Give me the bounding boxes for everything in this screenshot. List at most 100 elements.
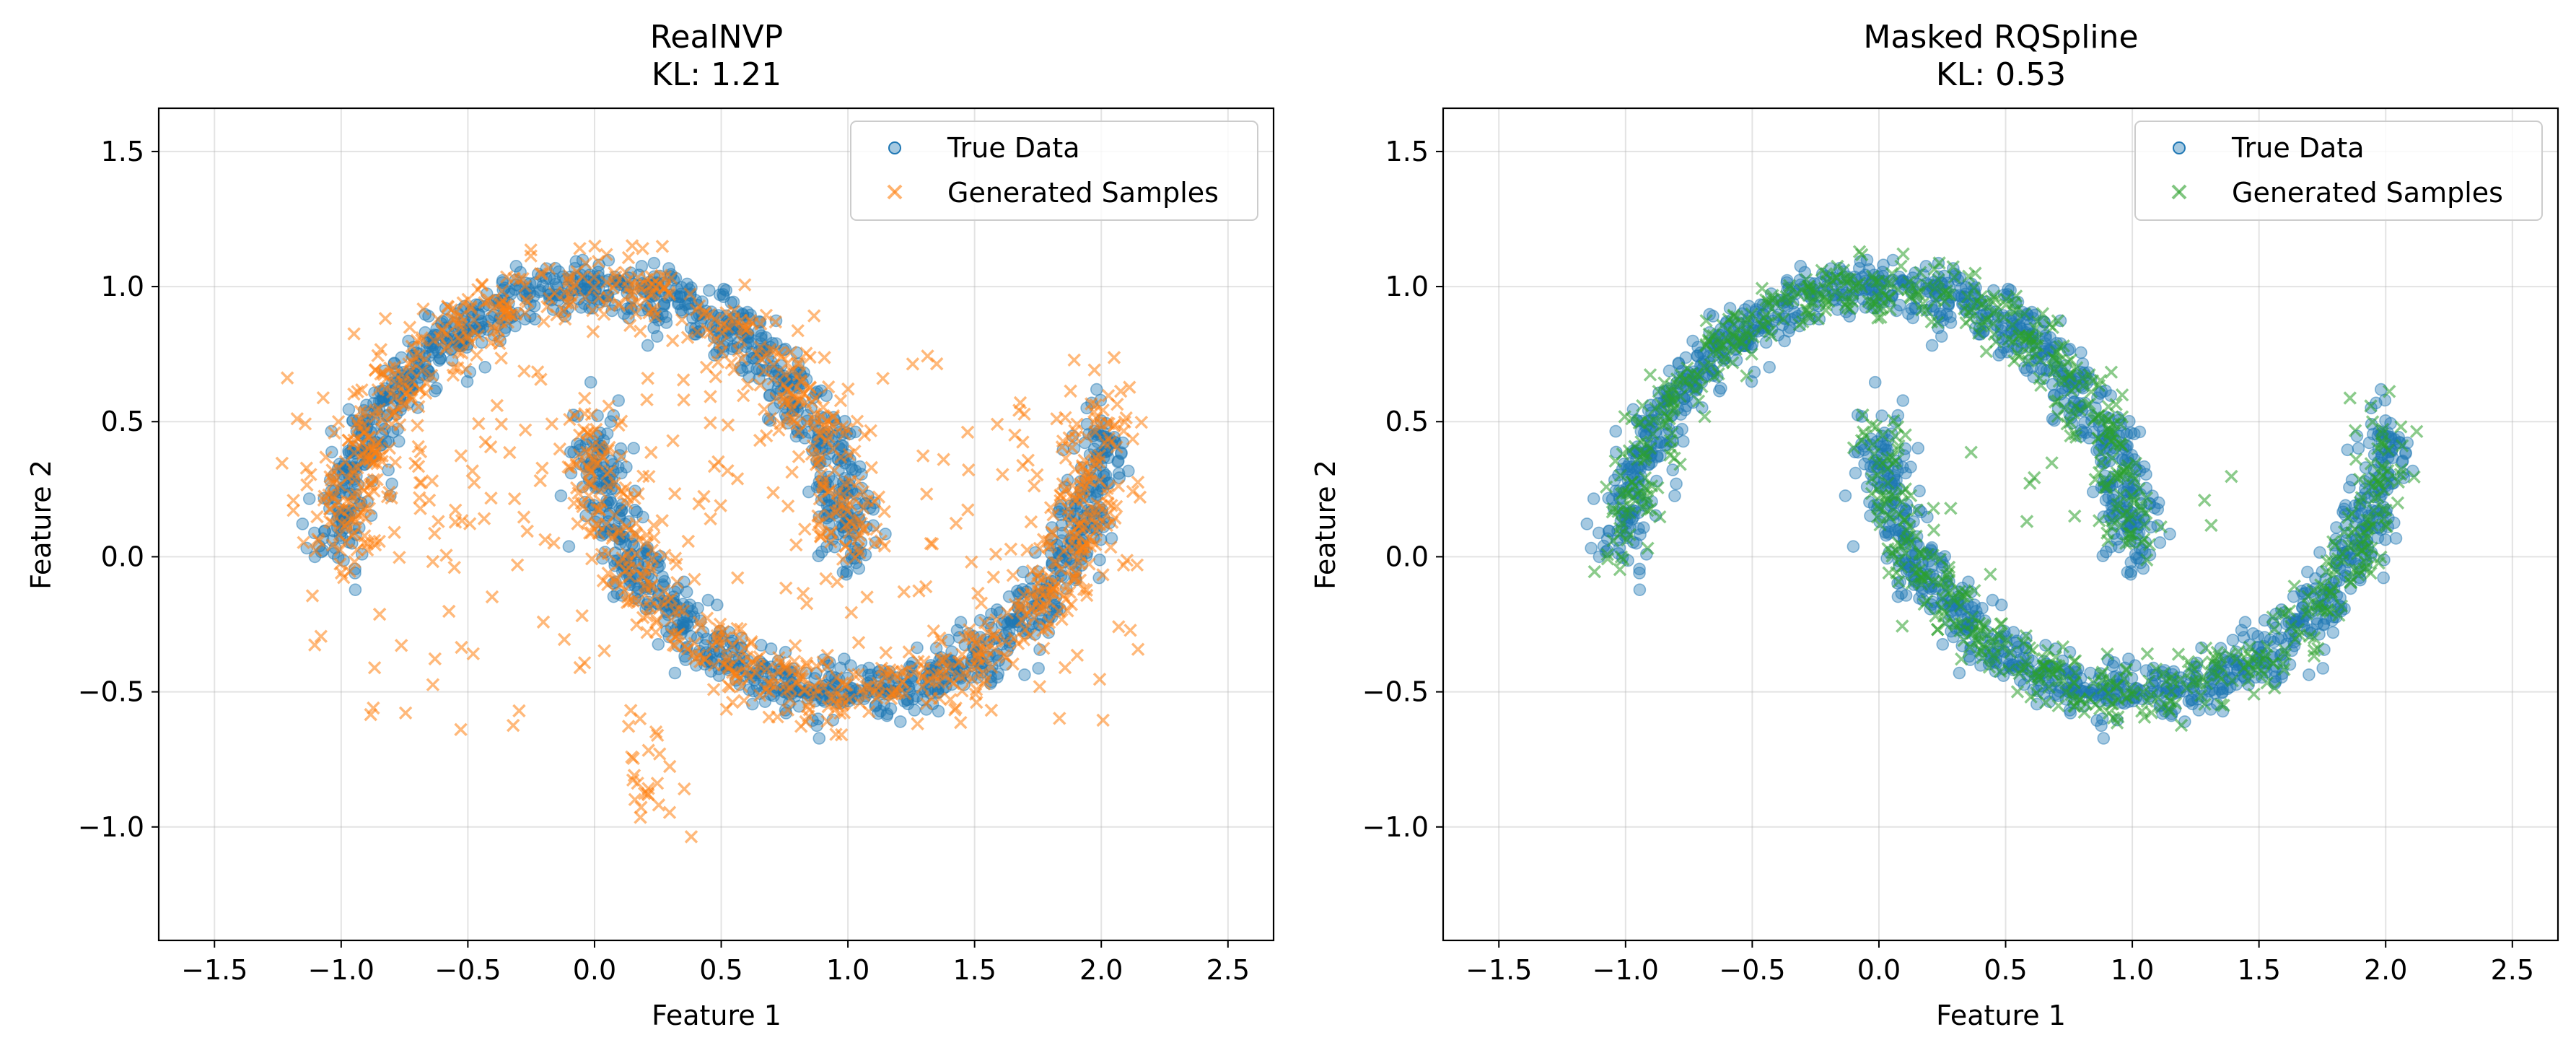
data-point bbox=[1064, 384, 1077, 398]
data-point bbox=[704, 416, 717, 430]
data-point bbox=[819, 572, 833, 586]
data-point bbox=[425, 474, 439, 488]
data-point bbox=[785, 465, 799, 479]
data-point bbox=[2237, 631, 2251, 644]
data-point bbox=[507, 491, 522, 506]
data-point bbox=[954, 715, 968, 730]
data-point bbox=[986, 570, 1001, 584]
data-point bbox=[439, 549, 453, 562]
data-point bbox=[600, 427, 614, 440]
data-point bbox=[652, 747, 667, 761]
data-point bbox=[636, 242, 649, 255]
data-point bbox=[422, 493, 437, 507]
data-point bbox=[387, 525, 401, 539]
data-point bbox=[641, 371, 654, 385]
data-point bbox=[726, 695, 740, 709]
data-point bbox=[879, 646, 893, 660]
data-point bbox=[684, 830, 698, 844]
data-point bbox=[662, 805, 677, 819]
x-tick-label: 2.0 bbox=[1079, 954, 1123, 986]
data-point bbox=[454, 449, 468, 463]
data-point bbox=[667, 486, 682, 501]
data-point bbox=[678, 782, 691, 796]
data-point bbox=[1032, 662, 1045, 675]
data-point bbox=[490, 398, 504, 413]
data-point bbox=[897, 585, 911, 599]
panel-realnvp: RealNVP KL: 1.21 −1.5 −1.0 −0.5 0.0 0.5 1.0 1.… bbox=[25, 19, 1275, 1031]
data-point bbox=[286, 494, 300, 507]
data-point bbox=[2106, 659, 2119, 673]
data-point bbox=[688, 572, 701, 586]
data-point bbox=[398, 706, 413, 720]
data-point bbox=[984, 703, 999, 717]
data-point bbox=[1593, 550, 1606, 564]
data-point bbox=[833, 393, 848, 408]
data-point bbox=[634, 324, 647, 338]
data-point bbox=[1027, 479, 1041, 493]
data-point bbox=[2099, 494, 2113, 507]
data-point bbox=[494, 351, 508, 365]
data-point bbox=[625, 239, 639, 253]
data-point bbox=[506, 718, 520, 733]
data-point bbox=[714, 645, 727, 659]
data-point bbox=[1058, 660, 1072, 675]
data-point bbox=[737, 278, 752, 292]
data-point bbox=[483, 440, 498, 454]
data-point bbox=[634, 800, 648, 814]
data-point bbox=[428, 652, 442, 666]
data-point bbox=[717, 288, 730, 301]
data-point bbox=[678, 298, 692, 312]
x-tick-label: 0.5 bbox=[699, 954, 742, 986]
data-point bbox=[1018, 668, 1031, 681]
data-point bbox=[1087, 363, 1101, 377]
data-point bbox=[1668, 489, 1681, 502]
data-point bbox=[753, 433, 767, 447]
data-point bbox=[851, 636, 866, 650]
data-point bbox=[736, 388, 750, 403]
data-point bbox=[704, 512, 717, 526]
data-point bbox=[575, 608, 589, 623]
data-point bbox=[586, 325, 600, 338]
data-point bbox=[2076, 357, 2090, 370]
data-point bbox=[577, 391, 592, 405]
data-point bbox=[1096, 713, 1110, 728]
data-point bbox=[676, 373, 691, 387]
data-point bbox=[1986, 593, 1999, 607]
data-point bbox=[2124, 426, 2138, 440]
x-tick-label: 1.0 bbox=[826, 954, 869, 986]
data-point bbox=[706, 683, 721, 696]
data-point bbox=[925, 537, 939, 551]
data-point bbox=[2124, 556, 2138, 569]
data-point bbox=[392, 434, 406, 448]
x-tick-label: 1.5 bbox=[952, 954, 996, 986]
data-point bbox=[1713, 384, 1726, 398]
data-point bbox=[573, 660, 587, 675]
data-point bbox=[1630, 536, 1643, 550]
data-point bbox=[640, 393, 654, 407]
data-point bbox=[794, 720, 808, 733]
data-point bbox=[280, 371, 294, 385]
data-point bbox=[623, 704, 638, 717]
data-point bbox=[704, 390, 717, 403]
data-point bbox=[2226, 634, 2240, 647]
data-point bbox=[2316, 662, 2329, 675]
data-point bbox=[656, 570, 669, 583]
data-point bbox=[680, 585, 693, 599]
data-point bbox=[791, 323, 805, 338]
data-point bbox=[448, 503, 463, 517]
data-point bbox=[2391, 496, 2405, 510]
data-point bbox=[454, 722, 468, 737]
y-tick-label: 1.0 bbox=[101, 271, 144, 302]
data-point bbox=[562, 540, 576, 554]
data-point bbox=[1666, 463, 1679, 476]
data-point bbox=[286, 503, 300, 517]
data-point bbox=[342, 403, 356, 416]
data-point bbox=[1070, 648, 1085, 663]
data-point bbox=[2097, 732, 2111, 745]
data-point bbox=[961, 503, 975, 517]
data-point bbox=[641, 338, 654, 352]
data-point bbox=[755, 639, 768, 652]
data-point bbox=[1868, 375, 1882, 389]
data-point bbox=[394, 639, 408, 652]
